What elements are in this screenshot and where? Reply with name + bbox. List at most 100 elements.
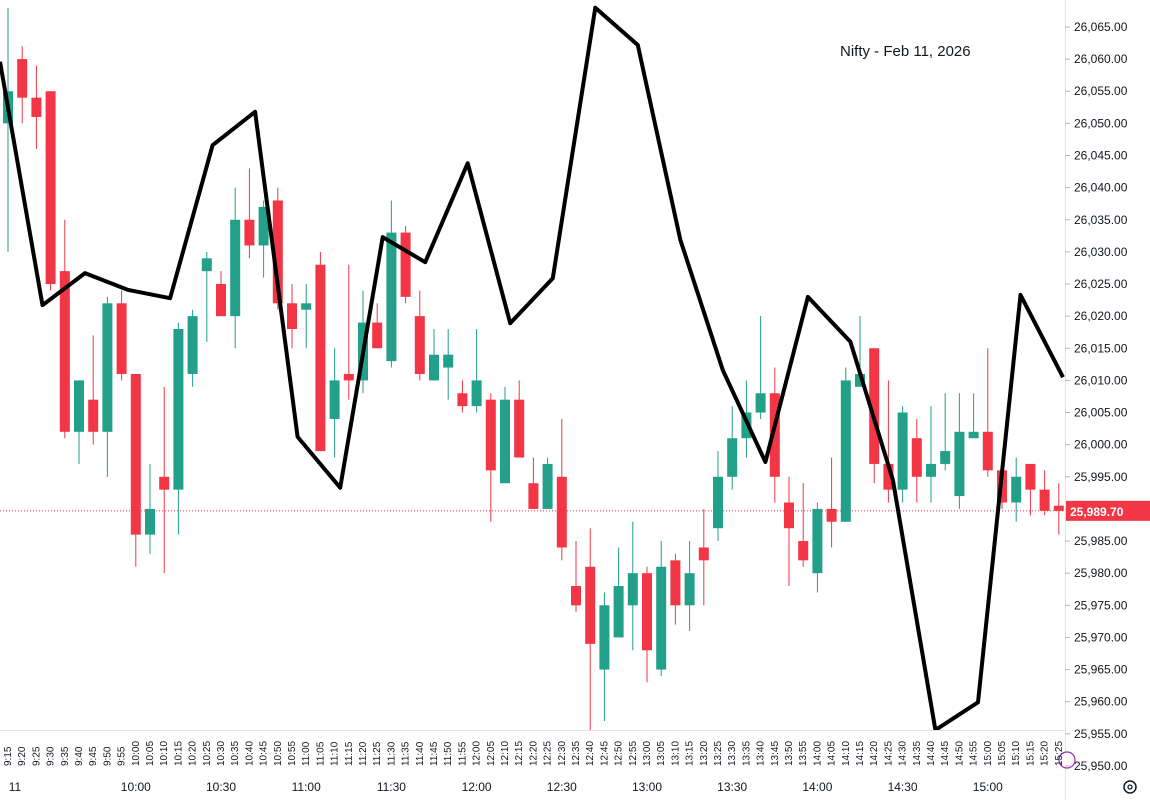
candle-body xyxy=(542,463,553,509)
candle-body xyxy=(31,97,42,117)
candle-body xyxy=(968,431,979,439)
candle-body xyxy=(897,412,908,490)
x-tick-label: 13:45 xyxy=(770,741,781,766)
candle-body xyxy=(911,438,922,477)
candle-body xyxy=(400,232,411,297)
candle-body xyxy=(585,566,596,644)
y-tick-label: 26,000.00 xyxy=(1074,438,1128,452)
time-label: 11 xyxy=(9,780,22,794)
y-tick-label: 26,015.00 xyxy=(1074,341,1128,355)
y-tick-label: 25,975.00 xyxy=(1074,598,1128,612)
y-tick-label: 26,030.00 xyxy=(1074,245,1128,259)
x-tick-label: 12:15 xyxy=(514,741,525,766)
time-label: 11:30 xyxy=(377,780,406,794)
x-tick-label: 14:05 xyxy=(827,741,838,766)
x-tick-label: 12:05 xyxy=(486,741,497,766)
last-price-box xyxy=(1066,500,1150,521)
x-tick-label: 10:15 xyxy=(173,741,184,766)
candle-body xyxy=(201,258,212,272)
x-tick-label: 9:40 xyxy=(74,746,85,766)
x-tick-label: 12:25 xyxy=(543,741,554,766)
y-tick-label: 26,060.00 xyxy=(1074,52,1128,66)
candle-body xyxy=(698,547,709,561)
y-tick-label: 25,965.00 xyxy=(1074,663,1128,677)
x-tick-label: 13:15 xyxy=(685,741,696,766)
x-tick-label: 10:50 xyxy=(273,741,284,766)
y-tick-label: 26,055.00 xyxy=(1074,84,1128,98)
candle-body xyxy=(727,438,738,477)
x-tick-label: 9:30 xyxy=(46,746,57,766)
settings-icon[interactable] xyxy=(1123,780,1137,794)
gear[interactable] xyxy=(1123,780,1137,794)
x-tick-label: 14:35 xyxy=(912,741,923,766)
candle-body xyxy=(471,380,482,407)
time-label: 12:30 xyxy=(547,780,577,794)
x-tick-label: 13:35 xyxy=(741,741,752,766)
candle-body xyxy=(457,393,468,407)
candle-body xyxy=(173,328,184,490)
x-tick-label: 10:35 xyxy=(230,741,241,766)
gear-center[interactable] xyxy=(1127,784,1133,790)
x-tick-label: 11:20 xyxy=(358,741,369,766)
x-tick-label: 14:40 xyxy=(926,741,937,766)
candle-body xyxy=(230,219,241,317)
candle-body xyxy=(812,508,823,574)
candle-body xyxy=(826,508,837,522)
x-tick-label: 9:50 xyxy=(102,746,113,766)
y-tick-label: 25,995.00 xyxy=(1074,470,1128,484)
time-label: 14:00 xyxy=(802,780,832,794)
x-tick-label: 14:20 xyxy=(869,741,880,766)
candle-body xyxy=(855,373,865,387)
candle-body xyxy=(258,206,269,246)
x-tick-label: 9:15 xyxy=(3,746,14,766)
candle-body xyxy=(784,502,794,529)
overlay-line xyxy=(0,5,1065,730)
alert-icon[interactable] xyxy=(1058,751,1076,769)
y-tick-label: 25,980.00 xyxy=(1074,566,1128,580)
x-tick-label: 9:20 xyxy=(17,746,28,766)
x-tick-label: 15:00 xyxy=(983,741,994,766)
x-tick-label: 14:30 xyxy=(898,741,909,766)
x-tick-label: 10:45 xyxy=(259,741,270,766)
candle-body xyxy=(670,560,681,606)
x-tick-label: 13:05 xyxy=(656,741,667,766)
candle-body xyxy=(869,348,880,464)
candle-body xyxy=(599,605,610,670)
x-tick-label: 10:40 xyxy=(244,741,255,766)
candle-body xyxy=(684,573,695,606)
x-tick-label: 11:30 xyxy=(386,741,397,766)
x-tick-label: 14:25 xyxy=(883,741,894,766)
x-tick-label: 11:50 xyxy=(443,741,454,766)
y-tick-label: 26,005.00 xyxy=(1074,406,1128,420)
x-tick-label: 13:25 xyxy=(713,741,724,766)
candle-body xyxy=(627,573,638,606)
candle-body xyxy=(116,303,127,374)
x-tick-label: 11:55 xyxy=(457,741,468,766)
x-tick-label: 13:20 xyxy=(699,741,710,766)
x-tick-label: 14:10 xyxy=(841,741,852,766)
candle-body xyxy=(840,380,851,522)
y-tick-label: 26,025.00 xyxy=(1074,277,1128,291)
time-label: 11:00 xyxy=(292,780,321,794)
x-tick-label: 13:10 xyxy=(670,741,681,766)
candle-body xyxy=(287,303,297,329)
y-tick-label: 26,035.00 xyxy=(1074,213,1128,227)
x-tick-label: 11:25 xyxy=(372,741,383,766)
x-tick-label: 12:40 xyxy=(585,741,596,766)
x-tick-label: 12:45 xyxy=(599,741,610,766)
x-tick-label: 12:30 xyxy=(557,741,568,766)
y-tick-label: 26,010.00 xyxy=(1074,373,1128,387)
x-tick-label: 14:00 xyxy=(812,741,823,766)
x-tick-label: 13:50 xyxy=(784,741,795,766)
candle-body xyxy=(926,463,936,477)
candle-body xyxy=(17,59,28,98)
x-tick-label: 11:10 xyxy=(330,741,341,766)
time-label: 12:00 xyxy=(462,780,492,794)
x-tick-label: 12:10 xyxy=(500,741,511,766)
x-tick-label: 9:35 xyxy=(60,746,71,766)
candle-body xyxy=(301,303,312,310)
x-tick-label: 15:20 xyxy=(1040,741,1051,766)
x-tick-label: 12:00 xyxy=(472,741,483,766)
x-tick-label: 10:20 xyxy=(188,741,199,766)
